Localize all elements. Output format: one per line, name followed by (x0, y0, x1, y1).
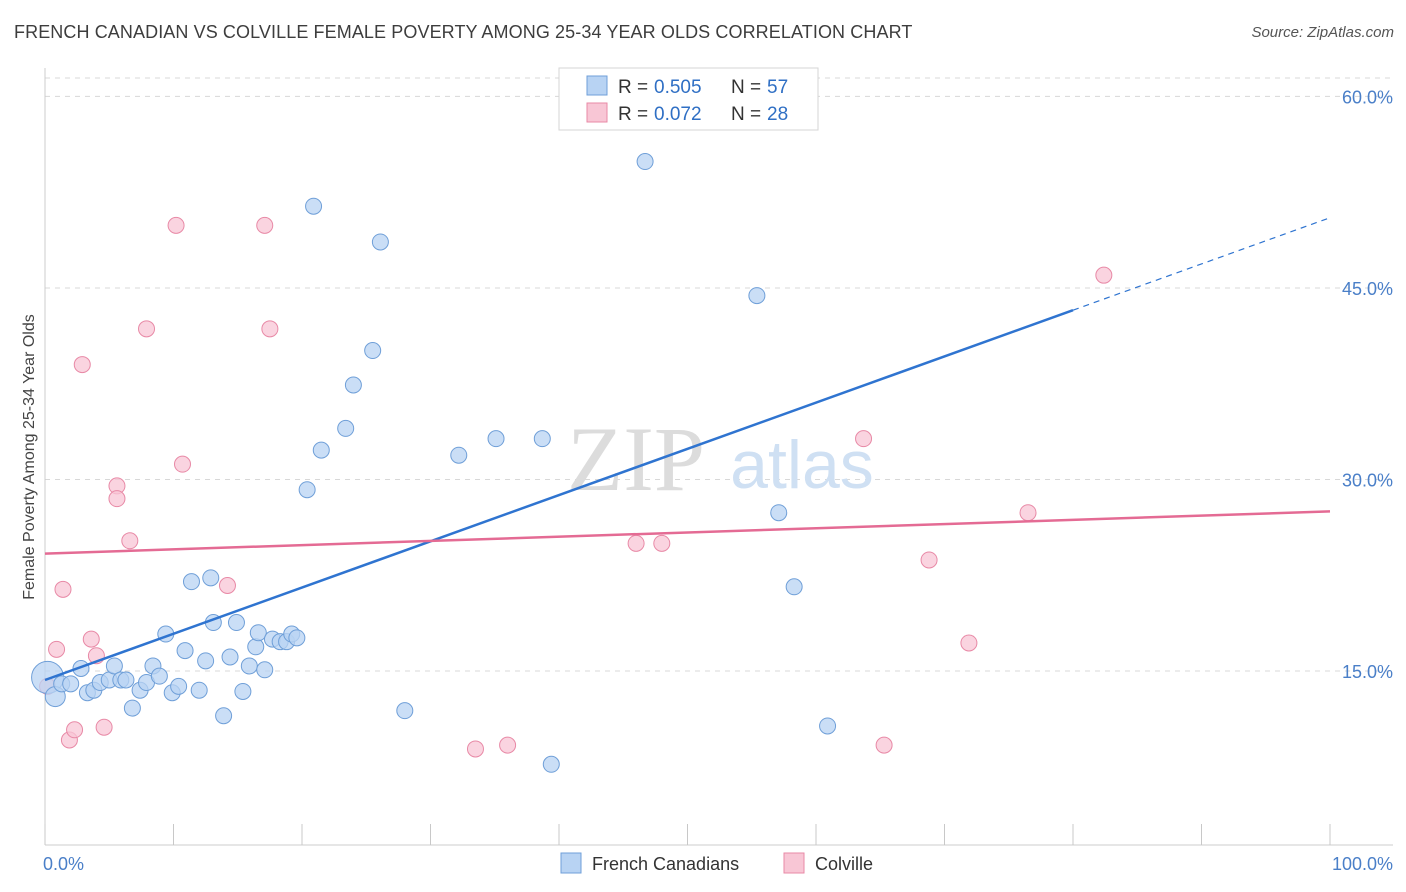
legend-r-value: 0.072 (654, 104, 702, 125)
colville-point (173, 455, 191, 473)
colville-point (855, 430, 873, 448)
colville-point (627, 534, 645, 552)
bottom-legend: French Canadians Colville (560, 852, 873, 874)
bottom-legend-colville: Colville (815, 854, 873, 874)
french-canadians-point (770, 504, 788, 522)
colville-point (82, 630, 100, 648)
french-canadians-point (150, 667, 168, 685)
french-canadians-point (542, 755, 560, 773)
legend-r-label: R = (618, 77, 648, 98)
colville-point (875, 736, 893, 754)
colville-point (466, 740, 484, 758)
source-credit: Source: ZipAtlas.com (1251, 24, 1394, 41)
watermark-zip: ZIP (567, 408, 705, 510)
y-tick-label: 30.0% (1342, 471, 1393, 491)
french-canadians-point (182, 573, 200, 591)
y-tick-label: 15.0% (1342, 662, 1393, 682)
colville-point (499, 736, 517, 754)
chart-title: FRENCH CANADIAN VS COLVILLE FEMALE POVER… (14, 22, 913, 42)
colville-point (167, 216, 185, 234)
colville-point (1095, 266, 1113, 284)
bottom-legend-french-canadians: French Canadians (592, 854, 739, 874)
watermark-atlas: atlas (730, 427, 874, 503)
bottom-legend-swatch-pink (783, 852, 805, 874)
french-canadians-point (305, 197, 323, 215)
colville-point (138, 320, 156, 338)
french-canadians-point (298, 481, 316, 499)
french-canadians-point (117, 671, 135, 689)
colville-point (218, 576, 236, 594)
french-canadians-point (234, 682, 252, 700)
french-canadians-points (31, 153, 837, 773)
french-canadians-point (197, 652, 215, 670)
french-canadians-point (364, 342, 382, 360)
french-canadians-point (748, 287, 766, 305)
colville-point (95, 718, 113, 736)
legend-swatch-pink (586, 102, 608, 123)
french-canadians-point (249, 624, 267, 642)
trend-lines (44, 217, 1331, 682)
french-canadians-point (344, 376, 362, 394)
x-tick-label: 0.0% (43, 854, 84, 874)
french-canadians-trend-line (44, 308, 1074, 682)
bottom-legend-swatch-blue (560, 852, 582, 874)
colville-trend-line (44, 510, 1331, 555)
french-canadians-point (487, 430, 505, 448)
legend-r-label: R = (618, 104, 648, 125)
colville-point (66, 721, 84, 739)
french-canadians-point (533, 430, 551, 448)
y-tick-label: 60.0% (1342, 87, 1393, 107)
x-tick-label: 100.0% (1332, 854, 1393, 874)
watermark: ZIP atlas (567, 408, 874, 510)
colville-point (121, 532, 139, 550)
french-canadians-point (221, 648, 239, 666)
colville-point (108, 490, 126, 508)
french-canadians-point (371, 233, 389, 251)
legend-n-value: 28 (767, 104, 788, 125)
colville-point (48, 640, 66, 658)
french-canadians-point (227, 614, 245, 632)
french-canadians-point (190, 681, 208, 699)
french-canadians-point (123, 699, 141, 717)
french-canadians-point (170, 677, 188, 695)
french-canadians-point (636, 153, 654, 171)
colville-point (261, 320, 279, 338)
french-canadians-point (240, 657, 258, 675)
legend: R = 0.505 N = 57 R = 0.072 N = 28 (558, 67, 819, 131)
french-canadians-point (176, 642, 194, 660)
french-canadians-point (312, 441, 330, 459)
french-canadians-point (450, 446, 468, 464)
french-canadians-point (819, 717, 837, 735)
french-canadians-point (256, 661, 274, 679)
french-canadians-point (247, 638, 265, 656)
y-tick-label: 45.0% (1342, 279, 1393, 299)
axes (44, 68, 1393, 846)
french-canadians-point (785, 578, 803, 596)
french-canadians-point (105, 657, 123, 675)
legend-n-label: N = (731, 104, 761, 125)
colville-point (960, 634, 978, 652)
colville-point (256, 216, 274, 234)
legend-n-value: 57 (767, 77, 788, 98)
grid-lines (45, 77, 1393, 672)
legend-n-label: N = (731, 77, 761, 98)
colville-point (54, 580, 72, 598)
french-canadians-point (202, 569, 220, 587)
colville-point (1019, 504, 1037, 522)
legend-r-value: 0.505 (654, 77, 702, 98)
french-canadians-trend-extension (1072, 217, 1331, 311)
french-canadians-point (288, 629, 306, 647)
french-canadians-point (215, 707, 233, 725)
french-canadians-point (62, 675, 80, 693)
colville-point (653, 534, 671, 552)
legend-swatch-blue (586, 75, 608, 96)
tick-labels: 15.0% 30.0% 45.0% 60.0% 0.0% 100.0% (43, 87, 1393, 874)
colville-point (73, 356, 91, 374)
french-canadians-point (337, 419, 355, 437)
y-axis-label: Female Poverty Among 25-34 Year Olds (21, 314, 38, 600)
french-canadians-point (396, 702, 414, 720)
colville-point (920, 551, 938, 569)
